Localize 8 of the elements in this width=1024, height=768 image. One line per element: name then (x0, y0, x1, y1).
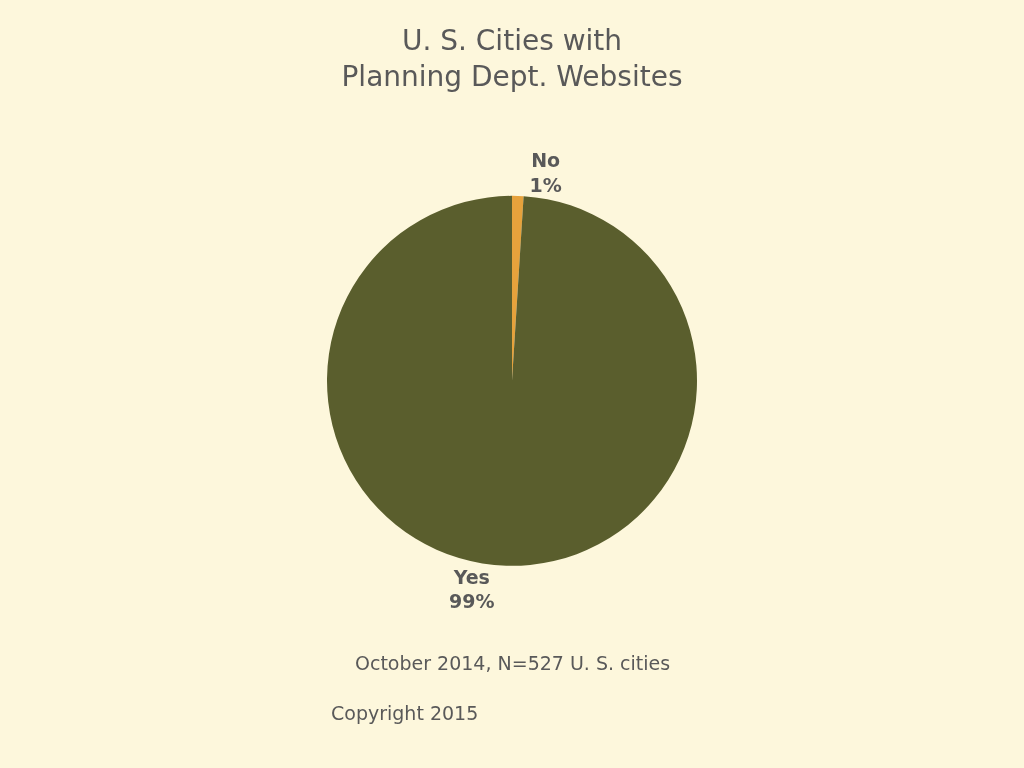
text: Copyright 2015 (331, 702, 479, 724)
text: October 2014, N=527 U. S. cities (355, 652, 671, 674)
slice-label: No (531, 149, 561, 172)
pie-slice (327, 195, 697, 566)
data-label: 1% (529, 173, 562, 196)
data-label: 99% (449, 590, 495, 613)
slice-label: Yes (452, 565, 490, 588)
chart-title: U. S. Cities with Planning Dept. Websites (341, 23, 683, 94)
